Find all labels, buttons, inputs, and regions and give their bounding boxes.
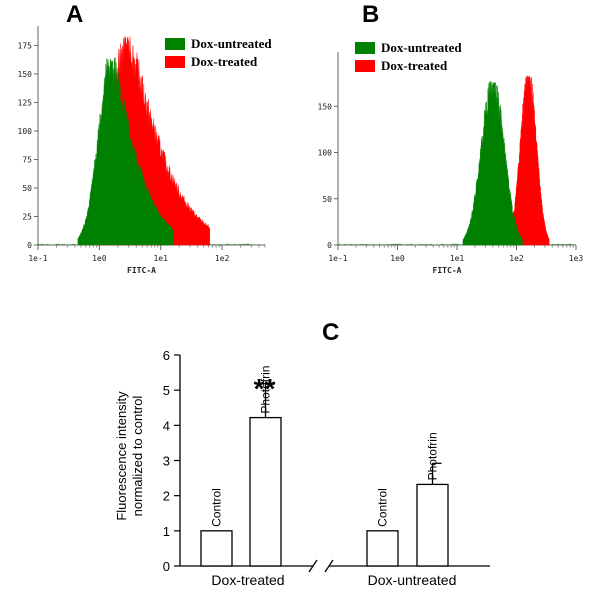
axis-break-mark [308, 559, 318, 573]
series-dox-untreated-histogram [462, 81, 523, 246]
panel-a-histogram: 0 25 50 75 100 125 150 175 1e-1 1e0 1e1 1e2 FITC-A Do… [18, 26, 272, 275]
group-label: Dox-treated [211, 572, 284, 588]
y-tick-label: 2 [163, 489, 170, 504]
bar-label: Photofrin [259, 366, 273, 414]
y-tick-label: 75 [22, 155, 32, 164]
x-tick-label: 1e2 [215, 254, 230, 263]
bar-label: Control [376, 488, 390, 527]
y-tick-label: 100 [318, 149, 333, 158]
bar-label: Control [210, 488, 224, 527]
y-tick-label: 0 [163, 559, 170, 574]
series-dox-treated-histogram [507, 75, 550, 246]
y-tick-label: 150 [318, 102, 333, 111]
x-tick-label: 1e1 [450, 254, 465, 263]
group-label: Dox-untreated [368, 572, 457, 588]
y-tick-label: 1 [163, 524, 170, 539]
y-axis-label: Fluorescence intensity [114, 391, 129, 521]
y-tick-label: 50 [322, 195, 332, 204]
panel-letter-c: C [322, 319, 339, 346]
y-tick-label: 6 [163, 348, 170, 363]
y-tick-label: 150 [18, 70, 33, 79]
bar-dox-untreated-control [366, 530, 399, 567]
x-tick-label: 1e3 [569, 254, 584, 263]
y-tick-label: 5 [163, 383, 170, 398]
panel-letter-b: B [362, 1, 379, 28]
y-tick-label: 0 [327, 241, 332, 250]
panel-b-histogram: 0 50 100 150 1e-1 1e0 1e1 1e2 1e3 FITC-A Dox-untre… [318, 40, 584, 275]
x-tick-label: 1e0 [92, 254, 107, 263]
y-tick-label: 0 [27, 241, 32, 250]
x-tick-label: 1e1 [153, 254, 168, 263]
legend-entry: Dox-untreated [381, 40, 462, 55]
panel-letter-a: A [66, 1, 83, 28]
x-axis-label: FITC-A [433, 266, 462, 275]
legend-swatch-dox-untreated [355, 42, 375, 54]
x-axis-label: FITC-A [127, 266, 156, 275]
x-tick-label: 1e-1 [328, 254, 347, 263]
bar-dox-treated-control [200, 530, 233, 567]
x-tick-label: 1e0 [390, 254, 405, 263]
bar-dox-treated-photofrin [249, 416, 282, 567]
y-tick-label: 25 [22, 212, 32, 221]
y-tick-label: 4 [163, 418, 170, 433]
y-tick-label: 50 [22, 184, 32, 193]
y-tick-label: 125 [18, 98, 33, 107]
legend-entry: Dox-untreated [191, 36, 272, 51]
bar-label: Photofrin [426, 432, 440, 480]
series-dox-untreated-histogram [77, 57, 174, 246]
significance-marker: ** [254, 373, 276, 404]
x-tick-label: 1e2 [509, 254, 524, 263]
legend-entry: Dox-treated [191, 54, 258, 69]
legend-swatch-dox-treated [355, 60, 375, 72]
y-axis-label: normalized to control [130, 396, 145, 517]
legend-swatch-dox-untreated [165, 38, 185, 50]
x-tick-label: 1e-1 [28, 254, 47, 263]
legend-entry: Dox-treated [381, 58, 448, 73]
bar-dox-untreated-photofrin [416, 483, 449, 567]
legend-swatch-dox-treated [165, 56, 185, 68]
panel-c-bar-chart: 0 1 2 3 4 5 6 Fluorescence intensity normalized … [114, 348, 490, 588]
axis-break-mark [324, 559, 334, 573]
y-tick-label: 175 [18, 41, 33, 50]
y-tick-label: 100 [18, 127, 33, 136]
y-tick-label: 3 [163, 454, 170, 469]
